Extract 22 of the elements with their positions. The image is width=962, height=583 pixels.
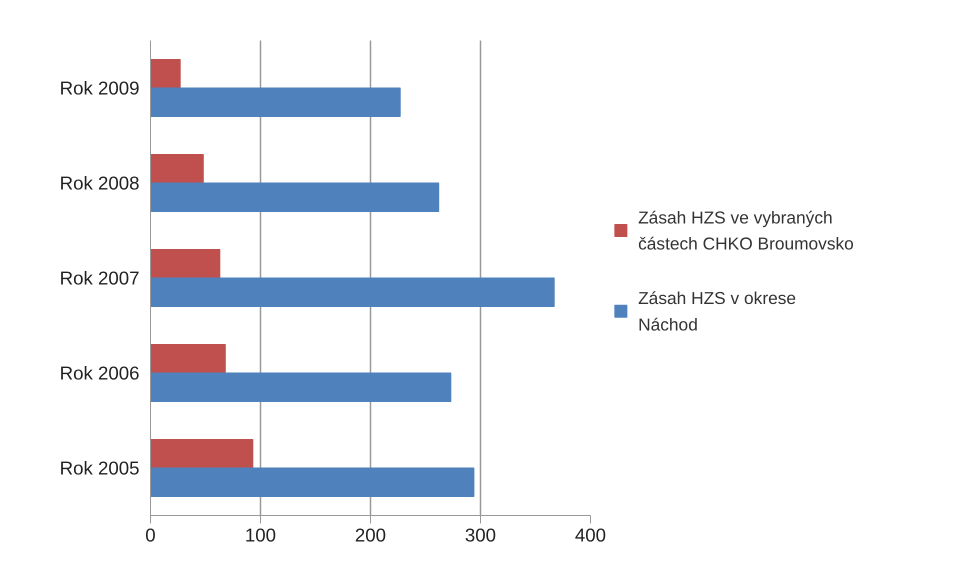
- bar: [150, 249, 220, 278]
- x-tick-label: 100: [244, 524, 276, 546]
- x-tick-label: 300: [464, 524, 496, 546]
- bar: [150, 88, 401, 117]
- y-tick-label: Rok 2005: [60, 458, 140, 478]
- legend-label: Zásah HZS v okrese Náchod: [638, 288, 796, 334]
- bar: [150, 154, 204, 184]
- bar: [150, 344, 226, 374]
- bar: [150, 468, 474, 497]
- legend-label: Zásah HZS ve vybraných částech CHKO Broumovsko: [638, 207, 854, 254]
- y-tick-label: Rok 2008: [60, 172, 140, 194]
- bar: [150, 439, 254, 468]
- y-tick-label: Rok 2009: [60, 78, 140, 98]
- bar: [150, 278, 555, 307]
- x-tick-label: 400: [574, 524, 606, 546]
- bar: [150, 182, 440, 212]
- y-tick-label: Rok 2006: [60, 362, 140, 384]
- x-tick-label: 0: [145, 524, 156, 546]
- x-tick-label: 200: [354, 524, 386, 546]
- bar: [150, 372, 452, 402]
- bar: [150, 59, 181, 88]
- y-tick-label: Rok 2007: [60, 268, 140, 288]
